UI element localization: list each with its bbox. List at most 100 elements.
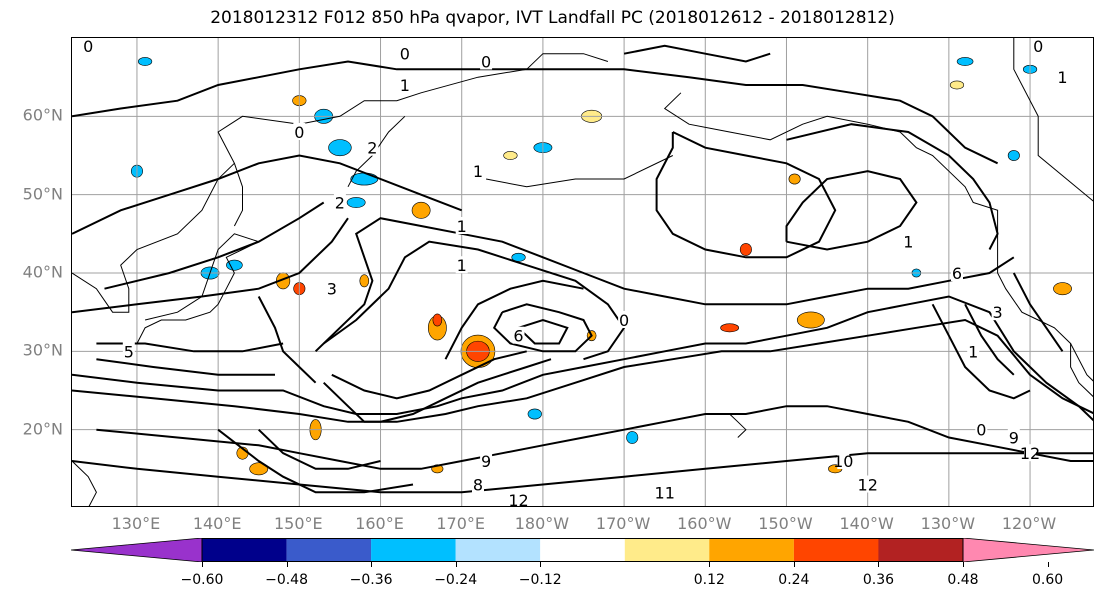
contour-label-bg bbox=[472, 475, 484, 493]
contour-label: 1 bbox=[473, 162, 483, 181]
anomaly-patch bbox=[328, 139, 352, 157]
ivt-contour-line bbox=[1012, 272, 1064, 352]
ivt-contour-line bbox=[72, 154, 463, 235]
ivt-contours bbox=[72, 44, 1093, 494]
colorbar-bin bbox=[371, 538, 456, 562]
colorbar-tick-mark bbox=[371, 562, 373, 567]
colorbar-tick-mark bbox=[455, 562, 457, 567]
colorbar-bin bbox=[286, 538, 372, 562]
contour-label-bg bbox=[472, 162, 484, 180]
contour-label-bg bbox=[325, 279, 338, 297]
contour-label: 2 bbox=[367, 139, 377, 158]
ivt-contour-line bbox=[655, 131, 837, 259]
contour-label: 8 bbox=[473, 476, 483, 495]
colorbar-tick-label: 0.24 bbox=[778, 572, 810, 588]
ivt-contour-line bbox=[72, 452, 1093, 494]
coastline-segment bbox=[72, 459, 97, 506]
colorbar-bin bbox=[455, 538, 541, 562]
anomaly-patch bbox=[626, 431, 639, 444]
contour-label: 12 bbox=[858, 476, 878, 495]
anomaly-patch bbox=[949, 80, 965, 90]
contour-label: 1 bbox=[903, 233, 913, 252]
contour-label: 6 bbox=[952, 264, 962, 283]
colorbar-tick-mark bbox=[202, 562, 203, 567]
colorbar-tick-label: 0.12 bbox=[693, 572, 725, 588]
anomaly-patch bbox=[226, 259, 243, 271]
contour-label-bg bbox=[480, 452, 493, 469]
colorbar-bin bbox=[709, 538, 794, 562]
colorbar-tick-label: −0.60 bbox=[180, 572, 224, 588]
contour-label-bg bbox=[1056, 68, 1069, 86]
colorbar-tick-label: −0.48 bbox=[265, 572, 308, 588]
colorbar-tick-label: −0.24 bbox=[434, 572, 478, 588]
coastline-segment bbox=[486, 155, 674, 188]
latitude-label: 20°N bbox=[22, 419, 63, 439]
contour-label: 9 bbox=[1009, 429, 1019, 448]
contour-label-bg bbox=[1024, 444, 1036, 462]
ivt-contour-line bbox=[96, 358, 275, 376]
contour-label-bg bbox=[975, 420, 988, 438]
contour-label: 11 bbox=[655, 483, 675, 502]
colorbar-tick-mark bbox=[793, 562, 795, 567]
contour-label-bg bbox=[480, 52, 493, 70]
ivt-contour-line bbox=[785, 170, 918, 251]
contour-label-bg bbox=[951, 264, 963, 281]
anomaly-patch bbox=[720, 323, 740, 333]
coastline-segment bbox=[1070, 343, 1093, 382]
contour-label: 12 bbox=[1020, 444, 1040, 463]
colorbar-bin bbox=[202, 538, 287, 562]
contour-label-bg bbox=[1007, 428, 1020, 446]
ivt-contour-line bbox=[323, 240, 626, 361]
anomaly-patch bbox=[249, 462, 269, 476]
longitude-label: 130°W bbox=[920, 514, 976, 533]
colorbar bbox=[71, 538, 1094, 562]
colorbar-tick-mark bbox=[709, 562, 711, 567]
ivt-contour-line bbox=[72, 217, 349, 314]
colorbar-bin bbox=[793, 538, 879, 562]
anomaly-patch bbox=[796, 311, 825, 329]
ivt-contour-line bbox=[623, 44, 771, 63]
colorbar-bin bbox=[878, 538, 963, 562]
anomaly-patch bbox=[956, 57, 974, 66]
latitude-label: 60°N bbox=[22, 105, 63, 125]
anomaly-patch bbox=[411, 201, 431, 219]
ivt-contour-line bbox=[331, 350, 527, 400]
ivt-contour-line bbox=[444, 279, 584, 360]
colorbar-tick-mark bbox=[286, 562, 288, 567]
colorbar-tick-mark bbox=[540, 562, 542, 567]
longitude-label: 170°E bbox=[436, 514, 486, 533]
contour-label: 0 bbox=[481, 53, 491, 72]
ivt-contour-line bbox=[96, 405, 1093, 470]
colorbar-extend-high bbox=[962, 538, 1094, 562]
contour-label: 0 bbox=[976, 421, 986, 440]
contour-label-bg bbox=[618, 311, 631, 328]
contour-label: 0 bbox=[400, 45, 410, 64]
coastline-segment bbox=[1013, 38, 1093, 202]
colorbar-extend-low bbox=[71, 538, 203, 562]
ivt-contour-line bbox=[323, 358, 552, 423]
ivt-contour-line bbox=[258, 428, 381, 470]
contour-label-bg bbox=[837, 452, 850, 469]
colorbar-tick-mark bbox=[1047, 562, 1049, 567]
anomaly-patch bbox=[527, 408, 542, 420]
anomaly-patch bbox=[503, 151, 518, 160]
longitude-label: 140°E bbox=[192, 514, 242, 533]
contour-label: 12 bbox=[508, 491, 528, 507]
ivt-contour-line bbox=[104, 201, 325, 290]
ivt-contour-line bbox=[492, 303, 593, 353]
contour-label: 10 bbox=[833, 452, 853, 471]
contour-label-bg bbox=[658, 483, 671, 501]
ivt-contour-line bbox=[257, 296, 317, 384]
contour-label-bg bbox=[333, 193, 346, 211]
coastline-segment bbox=[136, 233, 261, 344]
ivt-contour-line bbox=[931, 303, 1031, 400]
contour-label-bg bbox=[293, 123, 306, 140]
colorbar-bin bbox=[540, 538, 625, 562]
anomaly-patch bbox=[511, 252, 526, 262]
contour-label: 0 bbox=[619, 311, 629, 330]
colorbar-frame bbox=[201, 538, 964, 562]
coastline-segment bbox=[233, 163, 243, 227]
latitude-label: 30°N bbox=[22, 340, 63, 360]
anomaly-patch bbox=[1007, 150, 1020, 161]
